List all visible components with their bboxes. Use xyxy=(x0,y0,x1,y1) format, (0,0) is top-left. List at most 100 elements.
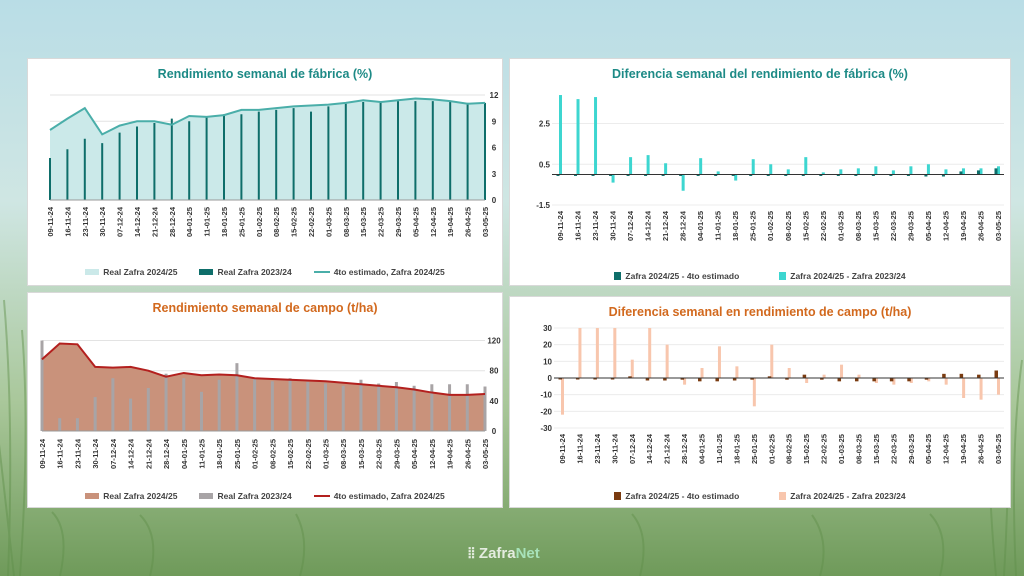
x-tick-label: 11-01-25 xyxy=(197,439,206,469)
x-tick-label: 03-05-25 xyxy=(994,211,1003,241)
bar-real-2023-24 xyxy=(170,118,173,200)
x-tick-label: 16-11-24 xyxy=(56,438,65,468)
bar-diff-vs-4to xyxy=(609,174,613,176)
x-tick-label: 22-03-25 xyxy=(889,211,898,241)
bar-diff-vs-2023-24 xyxy=(822,374,826,378)
bar-diff-vs-2023-24 xyxy=(856,168,860,175)
bar-diff-vs-4to xyxy=(556,174,560,176)
x-tick-label: 14-12-24 xyxy=(644,210,653,241)
legend-item: 4to estimado, Zafra 2024/25 xyxy=(313,267,445,277)
chart-panel-factory-diff: Diferencia semanal del rendimiento de fá… xyxy=(509,58,1011,286)
bar-diff-vs-4to xyxy=(924,174,928,177)
bar-real-2023-24 xyxy=(118,132,121,200)
bar-diff-vs-2023-24 xyxy=(561,378,564,415)
legend-item: Zafra 2024/25 - Zafra 2023/24 xyxy=(779,271,906,281)
legend-label: Real Zafra 2023/24 xyxy=(217,267,292,277)
bar-diff-vs-4to xyxy=(731,174,735,176)
bar-real-2023-24 xyxy=(101,143,104,200)
x-tick-label: 25-01-25 xyxy=(233,439,242,469)
bar-real-2023-24 xyxy=(199,391,203,431)
bar-real-2023-24 xyxy=(111,378,115,431)
x-tick-label: 15-02-25 xyxy=(290,207,299,237)
legend-item: Real Zafra 2024/25 xyxy=(85,267,177,277)
bar-diff-vs-2023-24 xyxy=(997,166,1000,175)
bar-diff-vs-2023-24 xyxy=(629,157,633,175)
bar-real-2023-24 xyxy=(362,102,365,200)
legend-label: Zafra 2024/25 - Zafra 2023/24 xyxy=(790,491,906,501)
bar-diff-vs-2023-24 xyxy=(734,174,738,181)
bar-diff-vs-2023-24 xyxy=(664,163,668,175)
chart-svg: 0 3 6 9 12 09-11-24 16-11-24 23-11-24 30-11-24 07… xyxy=(46,91,499,237)
bar-diff-vs-2023-24 xyxy=(840,364,844,378)
bar-real-2023-24 xyxy=(223,114,225,200)
x-tick-label: 05-04-25 xyxy=(411,207,420,237)
bar-diff-vs-4to xyxy=(679,174,683,176)
legend-swatch xyxy=(199,493,214,499)
x-tick-label: 30-11-24 xyxy=(610,433,619,463)
x-tick-label: 08-02-25 xyxy=(784,211,793,241)
x-tick-label: 08-03-25 xyxy=(854,434,863,464)
bar-real-2023-24 xyxy=(93,397,97,431)
x-tick-label: 25-01-25 xyxy=(750,434,759,464)
bar-diff-vs-4to xyxy=(714,174,718,176)
bar-diff-vs-2023-24 xyxy=(961,168,965,175)
x-tick-label: 29-03-25 xyxy=(392,439,401,469)
bar-real-2023-24 xyxy=(448,384,452,431)
x-tick-label: 14-12-24 xyxy=(127,438,136,469)
bar-diff-vs-4to xyxy=(558,378,562,380)
bar-diff-vs-4to xyxy=(889,378,894,382)
legend-item: 4to estimado, Zafra 2024/25 xyxy=(313,491,445,501)
x-tick-label: 23-11-24 xyxy=(593,433,602,463)
bar-real-2023-24 xyxy=(217,379,221,431)
x-tick-label: 22-02-25 xyxy=(304,439,313,469)
x-tick-label: 08-02-25 xyxy=(272,207,281,237)
bar-diff-vs-4to xyxy=(889,174,893,176)
bar-diff-vs-4to xyxy=(820,378,824,380)
bar-real-2023-24 xyxy=(306,382,310,431)
bar-real-2023-24 xyxy=(292,108,295,200)
bar-diff-vs-4to xyxy=(801,174,805,176)
x-tick-label: 26-04-25 xyxy=(977,434,986,464)
bar-real-2023-24 xyxy=(136,126,138,200)
x-tick-label: 26-04-25 xyxy=(976,211,985,241)
logo-text-b: Net xyxy=(515,545,540,562)
y-tick-label: 0 xyxy=(492,427,497,436)
legend-label: Real Zafra 2023/24 xyxy=(217,491,292,501)
y-tick-label: -1.5 xyxy=(536,201,550,210)
bar-diff-vs-4to xyxy=(907,378,911,382)
x-tick-label: 19-04-25 xyxy=(446,207,455,237)
bar-diff-vs-4to xyxy=(663,378,667,381)
bar-diff-vs-4to xyxy=(628,376,632,378)
y-tick-label: 0 xyxy=(548,374,553,383)
x-tick-label: 01-03-25 xyxy=(324,207,333,237)
legend-swatch xyxy=(779,492,787,500)
bar-real-2023-24 xyxy=(75,418,79,431)
x-tick-label: 29-03-25 xyxy=(907,434,916,464)
bar-diff-vs-2023-24 xyxy=(909,166,913,175)
bar-diff-vs-4to xyxy=(749,174,753,176)
x-tick-label: 28-12-24 xyxy=(162,438,171,469)
bar-diff-vs-2023-24 xyxy=(769,164,773,175)
legend-label: 4to estimado, Zafra 2024/25 xyxy=(333,491,445,501)
bar-diff-vs-4to xyxy=(854,378,859,382)
bar-diff-vs-2023-24 xyxy=(979,168,983,175)
x-tick-label: 08-02-25 xyxy=(785,434,794,464)
bar-diff-vs-2023-24 xyxy=(665,344,669,378)
x-tick-label: 01-03-25 xyxy=(837,434,846,464)
chart-legend: Real Zafra 2024/25 Real Zafra 2023/24 4t… xyxy=(28,267,502,277)
x-tick-label: 25-01-25 xyxy=(237,207,246,237)
bar-diff-vs-2023-24 xyxy=(786,169,790,175)
bar-diff-vs-2023-24 xyxy=(594,97,598,175)
chart-legend: Zafra 2024/25 - 4to estimado Zafra 2024/… xyxy=(510,271,1010,281)
bar-diff-vs-2023-24 xyxy=(559,95,562,175)
bar-diff-vs-2023-24 xyxy=(681,174,685,191)
bar-diff-vs-4to xyxy=(767,376,772,378)
x-tick-label: 15-02-25 xyxy=(802,434,811,464)
x-tick-label: 14-12-24 xyxy=(133,206,142,237)
bar-real-2023-24 xyxy=(359,379,363,431)
x-tick-label: 16-11-24 xyxy=(575,433,584,463)
logo-text-a: Zafra xyxy=(478,545,516,562)
bar-diff-vs-2023-24 xyxy=(611,174,615,183)
bar-diff-vs-4to xyxy=(942,373,946,378)
x-tick-label: 22-02-25 xyxy=(820,434,829,464)
